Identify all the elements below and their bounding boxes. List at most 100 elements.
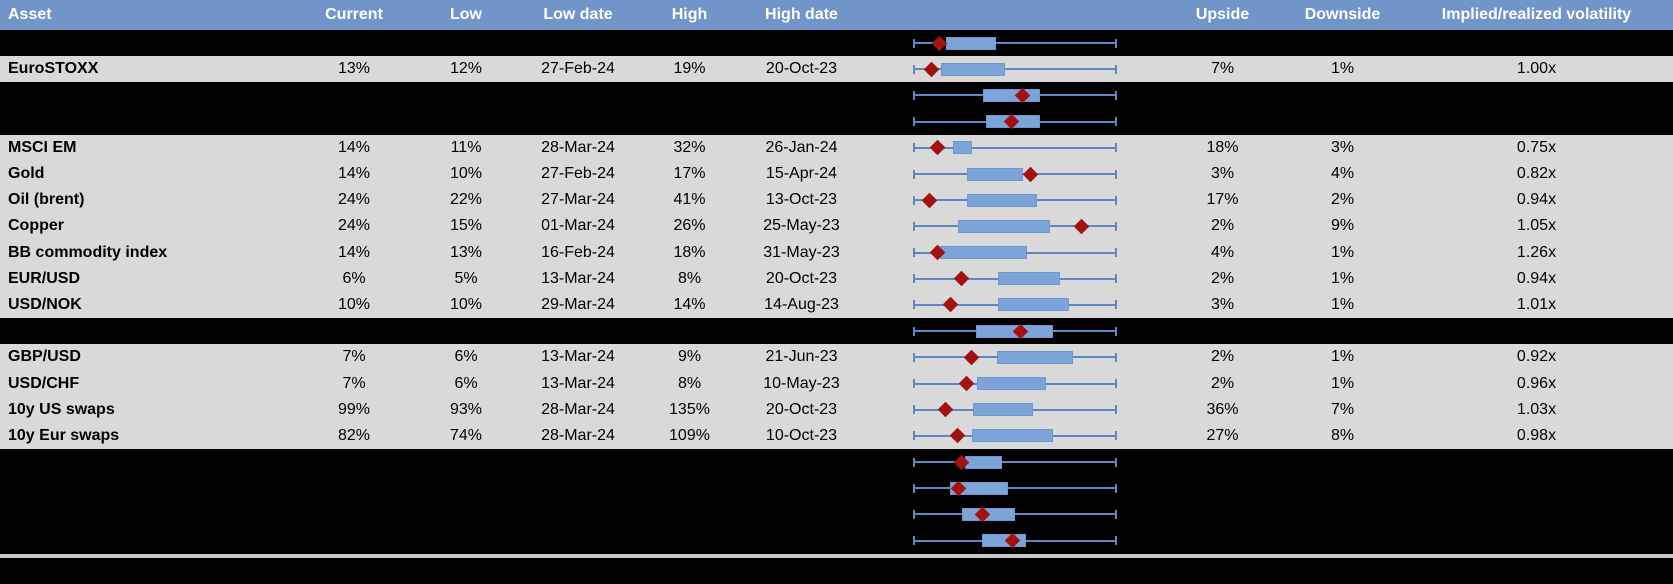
high-date-value: 26-Jan-24 (765, 138, 838, 156)
header-upside: Upside (1195, 6, 1250, 23)
high-value: 19% (673, 60, 706, 78)
high-value: 8% (677, 269, 702, 287)
implied-realized-vol-value: 1.03x (1516, 400, 1557, 418)
quartile-box (982, 88, 1041, 102)
downside-value: 1% (1330, 374, 1355, 392)
low-date-value: 13-Mar-24 (541, 348, 615, 366)
quartile-box (965, 455, 1002, 469)
range-boxplot (866, 397, 1160, 423)
range-boxplot (866, 56, 1160, 82)
high-date-value: 13-Oct-23 (765, 191, 838, 209)
asset-label: USD/NOK (8, 295, 82, 313)
implied-realized-vol-value: 1.05x (1516, 217, 1557, 235)
range-boxplot (866, 501, 1160, 527)
low-value: 10% (449, 295, 483, 313)
current-value: 10% (337, 295, 371, 313)
whisker-cap-right (1115, 248, 1117, 258)
table-row: EuroSTOXX 13% 12% 27-Feb-24 19% 20-Oct-2… (0, 56, 1673, 83)
high-date-value: 15-Apr-24 (765, 165, 838, 183)
current-value: 13% (337, 60, 371, 78)
downside-value: 1% (1330, 60, 1355, 78)
table-row (0, 82, 1673, 109)
current-value: 24% (337, 191, 371, 209)
header-low: Low (450, 6, 482, 23)
low-date-value: 27-Mar-24 (541, 191, 615, 209)
whisker-cap-left (913, 274, 915, 284)
low-value: 12% (449, 60, 483, 78)
current-value: 24% (337, 217, 371, 235)
range-boxplot (866, 109, 1160, 135)
whisker-cap-left (913, 483, 915, 493)
quartile-box (972, 403, 1033, 417)
bottom-black-band (0, 557, 1673, 584)
whisker-cap-left (913, 431, 915, 441)
low-date-value: 16-Feb-24 (541, 243, 615, 261)
whisker-cap-right (1115, 379, 1117, 389)
low-value: 10% (449, 165, 483, 183)
low-date-value: 28-Mar-24 (541, 426, 615, 444)
implied-realized-vol-value: 1.26x (1516, 243, 1557, 261)
implied-realized-vol-value: 0.96x (1516, 374, 1557, 392)
current-level-diamond-marker (943, 297, 959, 313)
whisker-cap-right (1115, 274, 1117, 284)
whisker-cap-left (913, 195, 915, 205)
header-high: High (671, 6, 708, 23)
current-level-diamond-marker (922, 192, 938, 208)
boxplot-area (913, 82, 1117, 108)
table-row: GBP/USD 7% 6% 13-Mar-24 9% 21-Jun-23 2% … (0, 344, 1673, 371)
implied-realized-vol-value: 0.94x (1516, 191, 1557, 209)
low-date-value: 28-Mar-24 (541, 138, 615, 156)
high-value: 135% (669, 400, 710, 418)
range-boxplot (866, 292, 1160, 318)
boxplot-area (913, 344, 1117, 370)
high-date-value: 10-May-23 (763, 374, 840, 392)
range-boxplot (866, 240, 1160, 266)
low-value: 13% (449, 243, 483, 261)
current-value: 99% (337, 400, 371, 418)
asset-label: EUR/USD (8, 269, 81, 287)
asset-label: EuroSTOXX (8, 60, 99, 78)
upside-value: 2% (1210, 374, 1235, 392)
upside-value: 18% (1206, 138, 1239, 156)
table-row: USD/CHF 7% 6% 13-Mar-24 8% 10-May-23 2% … (0, 370, 1673, 397)
high-date-value: 20-Oct-23 (765, 269, 838, 287)
quartile-box (977, 377, 1046, 391)
current-level-diamond-marker (964, 349, 980, 366)
table-row: EUR/USD 6% 5% 13-Mar-24 8% 20-Oct-23 2% … (0, 265, 1673, 292)
boxplot-area (913, 318, 1117, 344)
high-date-value: 10-Oct-23 (765, 426, 838, 444)
high-date-value: 14-Aug-23 (764, 295, 839, 313)
current-level-diamond-marker (1022, 166, 1038, 182)
high-value: 9% (677, 348, 702, 366)
boxplot-area (913, 30, 1117, 56)
range-boxplot (866, 528, 1160, 554)
current-value: 6% (342, 269, 366, 287)
high-date-value: 25-May-23 (763, 217, 840, 235)
downside-value: 1% (1330, 243, 1355, 261)
implied-realized-vol-value: 1.00x (1516, 60, 1557, 78)
asset-label: MSCI EM (8, 138, 77, 156)
current-level-diamond-marker (929, 140, 945, 156)
table-header-row: Asset Current Low Low date High High dat… (0, 0, 1673, 30)
quartile-box (952, 141, 972, 155)
whisker-cap-left (913, 90, 915, 100)
range-boxplot (866, 449, 1160, 475)
whisker-cap-left (913, 300, 915, 310)
downside-value: 1% (1330, 348, 1355, 366)
upside-value: 27% (1206, 426, 1239, 444)
whisker-line (913, 487, 1117, 490)
low-value: 15% (449, 217, 483, 235)
range-boxplot (866, 187, 1160, 213)
range-boxplot (866, 213, 1160, 239)
whisker-cap-left (913, 38, 915, 48)
current-level-diamond-marker (937, 401, 953, 418)
whisker-cap-right (1115, 117, 1117, 127)
current-value: 7% (342, 374, 366, 392)
asset-label: Copper (8, 217, 64, 235)
high-value: 109% (669, 426, 710, 444)
boxplot-area (913, 423, 1117, 449)
upside-value: 2% (1210, 217, 1235, 235)
boxplot-area (913, 449, 1117, 475)
header-high-date: High date (765, 6, 838, 23)
